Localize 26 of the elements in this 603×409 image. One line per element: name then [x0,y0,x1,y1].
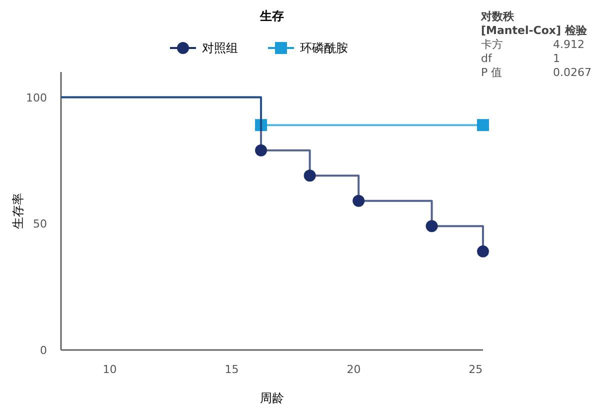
point [477,245,489,258]
text: 1 [553,52,560,65]
x-axis-title: 周龄 [260,391,284,405]
text: df [481,52,493,65]
y-tick-label: 0 [40,344,47,357]
point [477,119,489,132]
point [352,194,365,207]
chart-title: 生存 [259,9,284,23]
x-tick-label: 10 [102,363,117,376]
point [426,220,438,232]
x-tick-label: 20 [346,363,361,376]
text: 0.0267 [553,66,592,79]
legend-label: 环磷酰胺 [300,41,348,55]
legend-label: 对照组 [202,41,238,55]
text: 卡方 [481,38,503,51]
y-axis-title: 生存率 [11,193,25,229]
point [255,144,268,156]
annotation: P 值 [481,66,502,79]
text: [Mantel-Cox] 检验 [481,24,588,37]
y-tick-label: 100 [26,91,47,104]
text: 对数秩 [480,10,515,23]
text: 4.912 [553,38,584,51]
point [304,170,316,182]
x-tick-label: 15 [224,363,239,376]
x-tick-label: 25 [468,363,483,376]
y-tick-label: 50 [33,218,47,231]
